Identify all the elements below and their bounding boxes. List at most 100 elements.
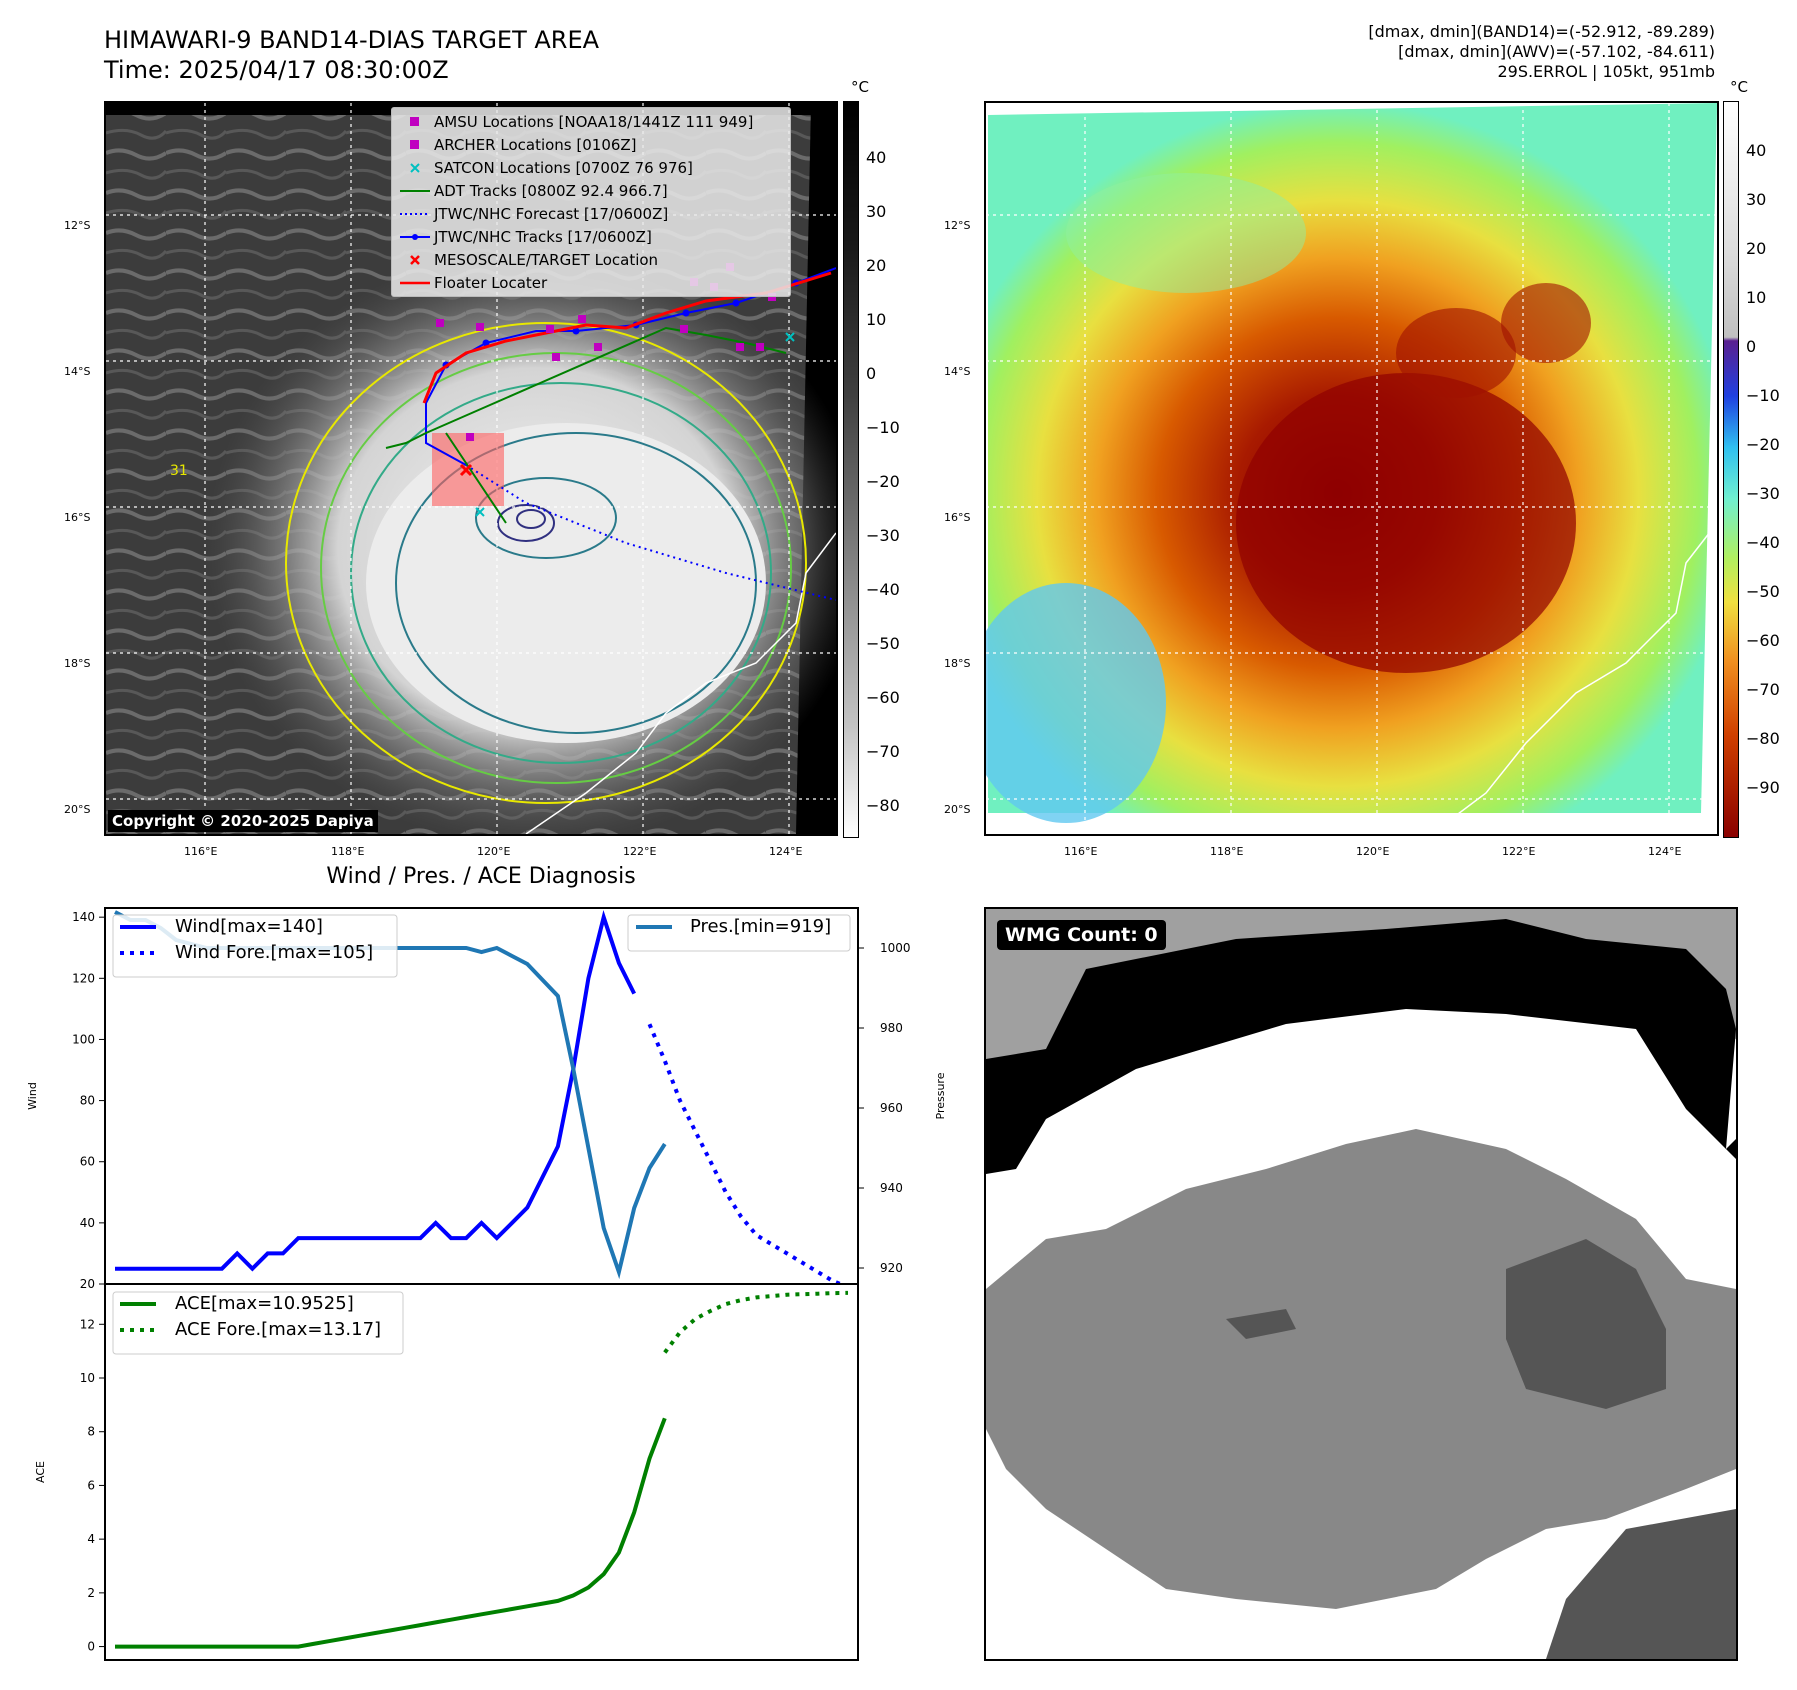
- right-cb-tick: 30: [1746, 190, 1767, 209]
- left-cb-tick: −40: [866, 580, 900, 599]
- right-cb-tick: −60: [1746, 631, 1780, 650]
- left-cb-tick: 30: [866, 202, 887, 221]
- lon-label-120e: 120°E: [1356, 845, 1390, 858]
- wind-legend-label: Wind[max=140]: [175, 916, 323, 937]
- pressure-legend: Pres.[min=919]: [627, 914, 851, 952]
- lon-label-118e: 118°E: [1210, 845, 1244, 858]
- left-cb-tick: −80: [866, 796, 900, 815]
- storm-info: 29S.ERROL | 105kt, 951mb: [1497, 62, 1715, 81]
- lon-label-124e: 124°E: [769, 845, 803, 858]
- wind-ytick-label: 60: [80, 1155, 95, 1169]
- lat-label-16s: 16°S: [64, 511, 91, 524]
- right-cb-tick: −80: [1746, 729, 1780, 748]
- left-cb-tick: 20: [866, 256, 887, 275]
- lon-label-116e: 116°E: [184, 845, 218, 858]
- right-cb-tick: 40: [1746, 141, 1767, 160]
- right-cb-tick: −10: [1746, 386, 1780, 405]
- lat-label-20s: 20°S: [944, 803, 971, 816]
- lat-label-14s: 14°S: [944, 365, 971, 378]
- copyright-label: Copyright © 2020-2025 Dapiya: [108, 810, 378, 832]
- legend-jtwc-forecast: JTWC/NHC Forecast [17/0600Z]: [400, 204, 669, 223]
- left-cb-tick: −30: [866, 526, 900, 545]
- left-cb-tick: −10: [866, 418, 900, 437]
- ace-ytick-label: 8: [87, 1425, 95, 1439]
- wmg-panel: WMG Count: 0: [984, 907, 1738, 1661]
- lon-label-118e: 118°E: [331, 845, 365, 858]
- lon-label-122e: 122°E: [623, 845, 657, 858]
- lat-label-20s: 20°S: [64, 803, 91, 816]
- ace-legend-label: ACE[max=10.9525]: [175, 1293, 354, 1314]
- left-cb-tick: 10: [866, 310, 887, 329]
- legend-floater: Floater Locater: [400, 273, 548, 292]
- diagnosis-title: Wind / Pres. / ACE Diagnosis: [326, 864, 636, 889]
- contour-label: 31: [170, 463, 188, 479]
- right-cb-tick: −50: [1746, 582, 1780, 601]
- lon-label-122e: 122°E: [1502, 845, 1536, 858]
- ace-series-line-2: [663, 1290, 849, 1354]
- pressure-legend-label: Pres.[min=919]: [690, 916, 831, 937]
- legend-archer: ARCHER Locations [0106Z]: [396, 133, 786, 156]
- left-cb-tick: 0: [866, 364, 877, 383]
- pressure-ytick-label: 1000: [880, 941, 911, 955]
- lon-label-120e: 120°E: [477, 845, 511, 858]
- lat-label-12s: 12°S: [64, 219, 91, 232]
- legend-adt: ADT Tracks [0800Z 92.4 966.7]: [400, 181, 668, 200]
- left-cb-tick: −50: [866, 634, 900, 653]
- left-colorbar-unit: °C: [851, 78, 869, 96]
- pressure-ytick-label: 940: [880, 1181, 903, 1195]
- ace-ytick-label: 2: [87, 1586, 95, 1600]
- lat-label-12s: 12°S: [944, 219, 971, 232]
- legend-target: MESOSCALE/TARGET Location: [396, 248, 786, 271]
- lon-label-116e: 116°E: [1064, 845, 1098, 858]
- pressure-axis-label: Pressure: [934, 1072, 947, 1119]
- ace-ytick-label: 4: [87, 1532, 95, 1546]
- lat-label-18s: 18°S: [64, 657, 91, 670]
- ace-series-line-1: [115, 1417, 667, 1649]
- ace-ytick-label: 10: [80, 1371, 95, 1385]
- right-cb-tick: −20: [1746, 435, 1780, 454]
- figure-time: Time: 2025/04/17 08:30:00Z: [104, 56, 449, 84]
- legend-jtwc-tracks: JTWC/NHC Tracks [17/0600Z]: [396, 225, 786, 248]
- map-legend: AMSU Locations [NOAA18/1441Z 111 949] AR…: [391, 107, 791, 297]
- right-cb-tick: −90: [1746, 778, 1780, 797]
- awv-map-panel: [984, 101, 1719, 836]
- wind-ytick-label: 100: [72, 1032, 95, 1046]
- ace-ytick-label: 0: [87, 1640, 95, 1654]
- left-cb-tick: −60: [866, 688, 900, 707]
- pressure-ytick-label: 920: [880, 1261, 903, 1275]
- wind-legend: Wind[max=140] Wind Fore.[max=105]: [112, 914, 398, 978]
- awv-range: [dmax, dmin](AWV)=(-57.102, -84.611): [1398, 42, 1715, 61]
- pressure-ytick-label: 980: [880, 1021, 903, 1035]
- right-cb-tick: 10: [1746, 288, 1767, 307]
- wind-legend-label: Wind Fore.[max=105]: [175, 942, 373, 963]
- right-cb-tick: −40: [1746, 533, 1780, 552]
- left-cb-tick: −70: [866, 742, 900, 761]
- pressure-ytick-label: 960: [880, 1101, 903, 1115]
- series-line-1: [115, 910, 636, 1272]
- lat-label-14s: 14°S: [64, 365, 91, 378]
- left-colorbar: [843, 101, 859, 838]
- ace-axis-label: ACE: [34, 1461, 47, 1483]
- wind-ytick-label: 140: [72, 910, 95, 924]
- wind-axis-label: Wind: [26, 1082, 39, 1110]
- figure-title: HIMAWARI-9 BAND14-DIAS TARGET AREA: [104, 26, 600, 54]
- right-cb-tick: 20: [1746, 239, 1767, 258]
- ace-ytick-label: 6: [87, 1478, 95, 1492]
- wmg-count-badge: WMG Count: 0: [997, 920, 1166, 950]
- awv-map: [986, 103, 1717, 834]
- left-cb-tick: 40: [866, 148, 887, 167]
- right-cb-tick: −70: [1746, 680, 1780, 699]
- lon-label-124e: 124°E: [1648, 845, 1682, 858]
- wmg-map: [986, 909, 1736, 1659]
- band14-range: [dmax, dmin](BAND14)=(-52.912, -89.289): [1368, 22, 1715, 41]
- band14-map-panel: 31: [104, 101, 838, 836]
- lat-label-16s: 16°S: [944, 511, 971, 524]
- legend-satcon: SATCON Locations [0700Z 76 976]: [396, 156, 786, 179]
- right-cb-tick: −30: [1746, 484, 1780, 503]
- right-cb-tick: 0: [1746, 337, 1757, 356]
- left-cb-tick: −20: [866, 472, 900, 491]
- right-colorbar: [1723, 101, 1739, 838]
- wind-ytick-label: 80: [80, 1094, 95, 1108]
